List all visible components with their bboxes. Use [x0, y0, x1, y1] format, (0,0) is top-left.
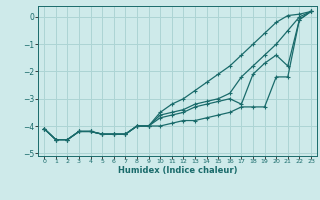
X-axis label: Humidex (Indice chaleur): Humidex (Indice chaleur) [118, 166, 237, 175]
